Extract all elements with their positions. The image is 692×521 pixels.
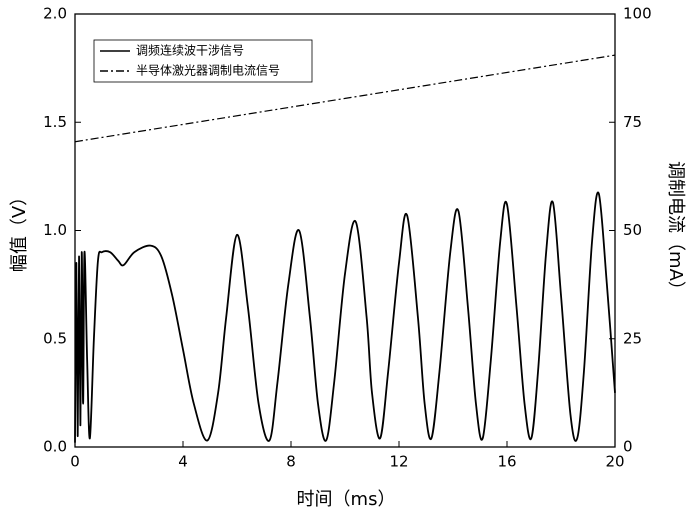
x-tick-label: 20	[605, 453, 624, 471]
x-tick-label: 16	[497, 453, 516, 471]
x-tick-label: 8	[286, 453, 296, 471]
y-tick-label: 0.5	[43, 329, 67, 347]
y2-tick-label: 0	[623, 438, 633, 456]
y2-tick-label: 25	[623, 329, 642, 347]
data-line	[75, 192, 615, 442]
legend-label: 半导体激光器调制电流信号	[136, 64, 280, 78]
x-tick-label: 12	[389, 453, 408, 471]
y2-axis-label: 调制电流（mA）	[665, 161, 686, 299]
chart: 时间（ms） 幅值（V） 调制电流（mA） 0 4 8 12 16 20 0.0 0.5 1.0…	[0, 0, 692, 521]
y-tick-label: 0.0	[43, 438, 67, 456]
y2-tick-label: 50	[623, 221, 642, 239]
legend-label: 调频连续波干涉信号	[136, 43, 244, 58]
y-axis-label: 幅值（V）	[9, 188, 30, 272]
y-tick-label: 1.5	[43, 113, 67, 131]
y2-tick-label: 75	[623, 113, 642, 131]
y-tick-label: 2.0	[43, 5, 67, 23]
y-tick-label: 1.0	[43, 221, 67, 239]
x-tick-label: 4	[178, 453, 188, 471]
y2-tick-label: 100	[623, 5, 652, 23]
x-axis-label: 时间（ms）	[297, 489, 396, 510]
x-tick-label: 0	[70, 453, 80, 471]
